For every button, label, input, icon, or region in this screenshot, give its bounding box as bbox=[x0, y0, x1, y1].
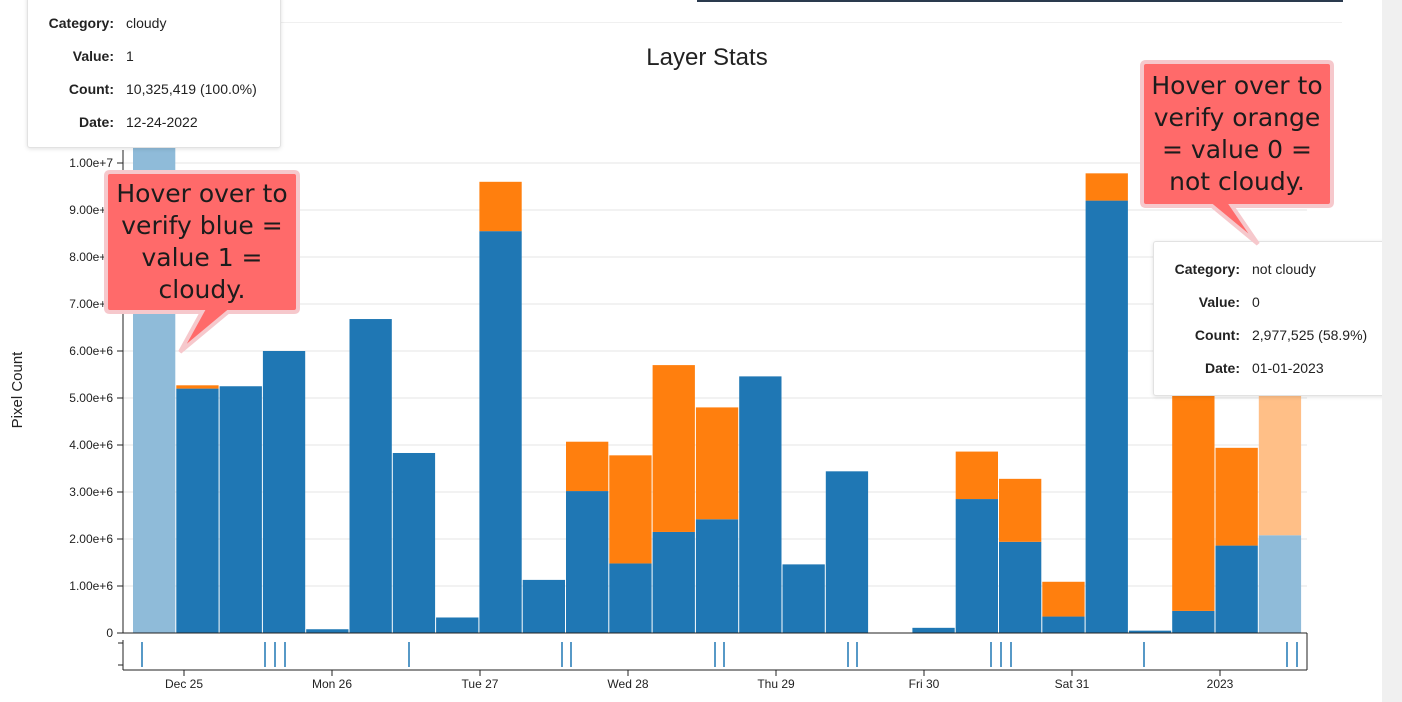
bar-cloudy[interactable] bbox=[609, 563, 652, 633]
tooltip-category-key: Category: bbox=[48, 15, 114, 31]
bar-cloudy[interactable] bbox=[652, 531, 695, 633]
map-edge-strip bbox=[697, 0, 1343, 2]
bar-not-cloudy[interactable] bbox=[999, 478, 1042, 542]
bar-cloudy[interactable] bbox=[999, 541, 1042, 633]
bar-cloudy[interactable] bbox=[1042, 616, 1085, 633]
tooltip-date-key: Date: bbox=[78, 114, 114, 130]
bar-cloudy[interactable] bbox=[782, 564, 825, 633]
bar-cloudy[interactable] bbox=[479, 231, 522, 633]
bar-cloudy[interactable] bbox=[349, 319, 392, 633]
tooltip-date-value: 01-01-2023 bbox=[1252, 360, 1324, 376]
x-tick-label: 2023 bbox=[1207, 677, 1234, 691]
bar-cloudy[interactable] bbox=[219, 386, 262, 633]
bars bbox=[133, 147, 1302, 633]
y-tick-label: 4.00e+6 bbox=[69, 438, 113, 452]
bar-not-cloudy[interactable] bbox=[1172, 385, 1215, 611]
y-tick-label: 1.00e+6 bbox=[69, 579, 113, 593]
tooltip-value-key: Value: bbox=[1198, 294, 1240, 310]
bar-not-cloudy[interactable] bbox=[652, 365, 695, 532]
bar-cloudy[interactable] bbox=[306, 629, 349, 633]
bar-cloudy[interactable] bbox=[739, 376, 782, 633]
bar-not-cloudy[interactable] bbox=[176, 385, 219, 389]
bar-cloudy[interactable] bbox=[825, 471, 869, 633]
x-tick-label: Mon 26 bbox=[312, 677, 352, 691]
tooltip-count-key: Count: bbox=[68, 81, 114, 97]
y-tick-label: 3.00e+6 bbox=[69, 485, 113, 499]
x-tick-label: Sat 31 bbox=[1055, 677, 1090, 691]
tooltip-date-key: Date: bbox=[1204, 360, 1240, 376]
y-tick-label: 2.00e+6 bbox=[69, 532, 113, 546]
tooltip-date-value: 12-24-2022 bbox=[126, 114, 198, 130]
bar-not-cloudy[interactable] bbox=[1042, 581, 1085, 617]
bar-cloudy[interactable] bbox=[522, 579, 565, 633]
bar-cloudy[interactable] bbox=[176, 388, 219, 633]
bar-not-cloudy[interactable] bbox=[609, 455, 652, 564]
bar-not-cloudy[interactable] bbox=[695, 407, 739, 520]
callout-right-text: Hover over to verify orange = value 0 = … bbox=[1151, 71, 1323, 196]
y-tick-label: 6.00e+6 bbox=[69, 344, 113, 358]
tooltip-not-cloudy: Category: not cloudy Value: 0 Count: 2,9… bbox=[1153, 241, 1391, 396]
y-axis-label: Pixel Count bbox=[9, 351, 26, 429]
bar-cloudy[interactable] bbox=[1128, 630, 1172, 633]
x-tick-label: Wed 28 bbox=[607, 677, 648, 691]
bar-cloudy[interactable] bbox=[566, 491, 609, 633]
tooltip-value-value: 0 bbox=[1252, 294, 1260, 310]
y-tick-label: 8.00e+6 bbox=[69, 250, 113, 264]
bar-cloudy[interactable] bbox=[392, 452, 436, 633]
tooltip-value-key: Value: bbox=[72, 48, 114, 64]
bar-cloudy[interactable] bbox=[955, 499, 998, 633]
bar-not-cloudy[interactable] bbox=[1215, 447, 1258, 546]
bar-not-cloudy[interactable] bbox=[955, 451, 998, 500]
x-tick-label: Fri 30 bbox=[909, 677, 940, 691]
tooltip-category-value: not cloudy bbox=[1252, 261, 1316, 277]
x-tick-label: Dec 25 bbox=[165, 677, 203, 691]
bar-cloudy[interactable] bbox=[912, 627, 955, 633]
x-tick-label: Tue 27 bbox=[462, 677, 499, 691]
bar-not-cloudy[interactable] bbox=[1085, 173, 1128, 201]
tooltip-count-value: 10,325,419 (100.0%) bbox=[126, 81, 257, 97]
callout-left-text: Hover over to verify blue = value 1 = cl… bbox=[116, 179, 288, 304]
panel-separator bbox=[280, 22, 1342, 23]
x-tick-label: Thu 29 bbox=[757, 677, 795, 691]
bar-cloudy[interactable] bbox=[1085, 200, 1128, 633]
bar-cloudy[interactable] bbox=[436, 617, 479, 633]
y-tick-label: 0 bbox=[106, 626, 113, 640]
y-tick-label: 1.00e+7 bbox=[69, 156, 113, 170]
tooltip-category-value: cloudy bbox=[126, 15, 167, 31]
bar-cloudy[interactable] bbox=[262, 351, 306, 633]
bar-cloudy[interactable] bbox=[1258, 535, 1302, 633]
y-tick-label: 5.00e+6 bbox=[69, 391, 113, 405]
bar-not-cloudy[interactable] bbox=[1258, 395, 1302, 536]
tooltip-category-key: Category: bbox=[1174, 261, 1240, 277]
bar-cloudy[interactable] bbox=[1215, 545, 1258, 633]
tooltip-count-key: Count: bbox=[1194, 327, 1240, 343]
chart-title: Layer Stats bbox=[646, 44, 767, 71]
y-tick-label: 7.00e+6 bbox=[69, 297, 113, 311]
bar-not-cloudy[interactable] bbox=[566, 441, 609, 492]
tooltip-value-value: 1 bbox=[126, 48, 134, 64]
bar-not-cloudy[interactable] bbox=[479, 181, 522, 232]
vertical-scrollbar[interactable] bbox=[1382, 0, 1402, 702]
bar-cloudy[interactable] bbox=[695, 519, 739, 633]
tooltip-cloudy: Category: cloudy Value: 1 Count: 10,325,… bbox=[27, 0, 281, 148]
bar-cloudy[interactable] bbox=[1172, 610, 1215, 633]
y-tick-label: 9.00e+6 bbox=[69, 203, 113, 217]
tooltip-count-value: 2,977,525 (58.9%) bbox=[1252, 327, 1368, 343]
